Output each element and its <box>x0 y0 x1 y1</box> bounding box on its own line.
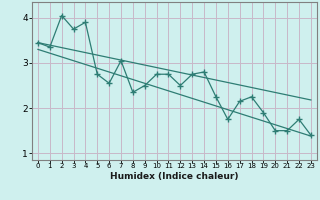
X-axis label: Humidex (Indice chaleur): Humidex (Indice chaleur) <box>110 172 239 181</box>
